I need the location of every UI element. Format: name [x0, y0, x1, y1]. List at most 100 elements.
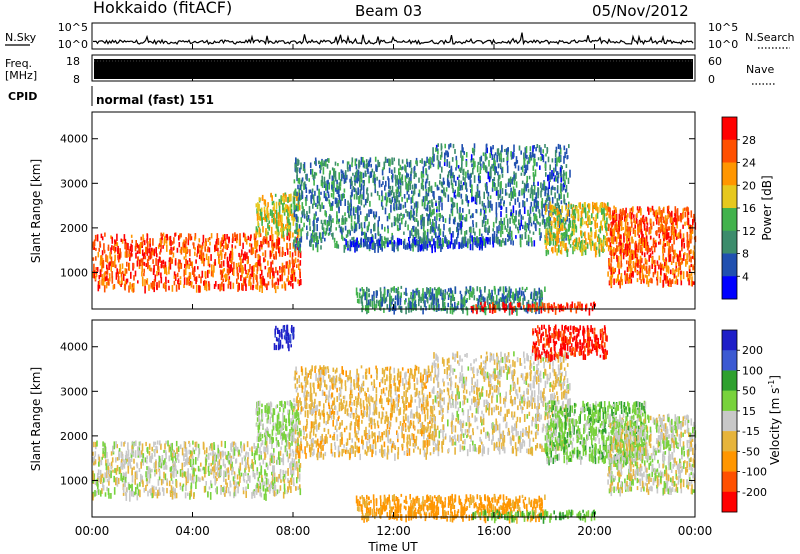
- power-echo-cell: [641, 272, 644, 281]
- power-echo-cell: [328, 218, 331, 226]
- power-echo-cell: [259, 273, 262, 279]
- power-echo-cell: [292, 271, 295, 278]
- power-echo-cell: [464, 182, 467, 190]
- power-echo-cell: [283, 265, 286, 269]
- power-echo-cell: [660, 216, 662, 223]
- power-echo-cell: [577, 301, 579, 306]
- power-echo-cell: [470, 172, 472, 178]
- power-echo-cell: [486, 298, 489, 306]
- power-echo-cell: [366, 163, 368, 170]
- power-echo-cell: [273, 213, 276, 221]
- power-echo-cell: [311, 235, 313, 243]
- power-echo-cell: [180, 262, 183, 269]
- power-echo-cell: [420, 296, 422, 303]
- power-echo-cell: [590, 302, 592, 307]
- power-echo-cell: [415, 218, 418, 222]
- power-echo-cell: [95, 256, 97, 261]
- power-echo-cell: [554, 192, 556, 199]
- power-echo-cell: [499, 297, 502, 302]
- power-echo-cell: [242, 258, 244, 264]
- power-echo-cell: [431, 244, 433, 250]
- power-echo-cell: [526, 154, 528, 160]
- velocity-echo-cell: [233, 481, 235, 485]
- power-echo-cell: [356, 298, 359, 304]
- power-echo-cell: [348, 204, 351, 211]
- power-echo-cell: [679, 215, 682, 222]
- power-echo-cell: [357, 244, 360, 248]
- power-echo-cell: [671, 229, 674, 235]
- power-echo-cell: [123, 234, 126, 242]
- power-echo-cell: [630, 265, 632, 273]
- power-echo-cell: [395, 203, 398, 210]
- power-echo-cell: [293, 179, 296, 184]
- power-echo-cell: [399, 297, 402, 306]
- power-echo-cell: [316, 196, 319, 202]
- power-echo-cell: [230, 257, 232, 263]
- power-echo-cell: [456, 236, 458, 245]
- power-echo-cell: [595, 202, 597, 211]
- power-echo-cell: [582, 244, 585, 252]
- power-echo-cell: [645, 267, 648, 273]
- power-echo-cell: [526, 286, 528, 290]
- power-echo-cell: [368, 161, 370, 168]
- power-echo-cell: [110, 247, 112, 255]
- power-echo-cell: [541, 291, 543, 298]
- power-echo-cell: [515, 172, 517, 179]
- power-echo-cell: [586, 211, 589, 216]
- power-echo-cell: [219, 283, 221, 292]
- power-echo-cell: [279, 274, 281, 282]
- power-echo-cell: [454, 189, 456, 194]
- power-echo-cell: [471, 235, 473, 242]
- power-echo-cell: [117, 271, 119, 278]
- power-echo-cell: [226, 274, 228, 281]
- power-echo-cell: [224, 234, 226, 241]
- power-echo-cell: [157, 265, 159, 271]
- power-echo-cell: [428, 158, 430, 163]
- power-echo-cell: [358, 196, 360, 205]
- power-echo-cell: [411, 228, 413, 233]
- power-echo-cell: [385, 296, 388, 302]
- power-echo-cell: [325, 212, 327, 218]
- power-echo-cell: [383, 161, 386, 167]
- power-echo-cell: [478, 228, 481, 237]
- power-echo-cell: [507, 224, 509, 228]
- power-echo-cell: [374, 189, 377, 194]
- power-echo-cell: [622, 208, 624, 216]
- power-echo-cell: [336, 220, 338, 225]
- power-echo-cell: [432, 155, 434, 163]
- power-echo-cell: [448, 240, 450, 245]
- power-echo-cell: [344, 199, 346, 206]
- power-echo-cell: [562, 305, 565, 312]
- power-echo-cell: [92, 241, 95, 248]
- power-echo-cell: [410, 167, 413, 174]
- power-echo-cell: [390, 295, 393, 302]
- power-echo-cell: [373, 174, 376, 178]
- power-echo-cell: [459, 187, 462, 191]
- power-echo-cell: [328, 182, 330, 190]
- power-echo-cell: [241, 249, 243, 256]
- power-echo-cell: [553, 186, 555, 190]
- power-echo-cell: [502, 157, 505, 163]
- power-echo-cell: [412, 234, 415, 239]
- power-echo-cell: [560, 183, 562, 189]
- power-echo-cell: [568, 218, 571, 226]
- power-echo-cell: [323, 220, 326, 224]
- power-echo-cell: [314, 190, 316, 196]
- power-echo-cell: [632, 227, 635, 234]
- power-echo-cell: [328, 199, 331, 204]
- power-echo-cell: [656, 218, 658, 225]
- power-echo-cell: [393, 167, 396, 174]
- power-echo-cell: [176, 247, 179, 253]
- power-echo-cell: [636, 278, 639, 283]
- power-echo-cell: [640, 208, 642, 216]
- power-echo-cell: [483, 238, 485, 246]
- power-echo-cell: [533, 157, 535, 163]
- power-echo-cell: [151, 247, 153, 253]
- power-echo-cell: [222, 248, 224, 253]
- power-echo-cell: [328, 194, 330, 199]
- power-echo-cell: [563, 237, 565, 243]
- power-echo-cell: [533, 153, 536, 158]
- power-echo-cell: [292, 212, 295, 221]
- power-echo-cell: [392, 287, 394, 291]
- power-echo-cell: [249, 264, 251, 270]
